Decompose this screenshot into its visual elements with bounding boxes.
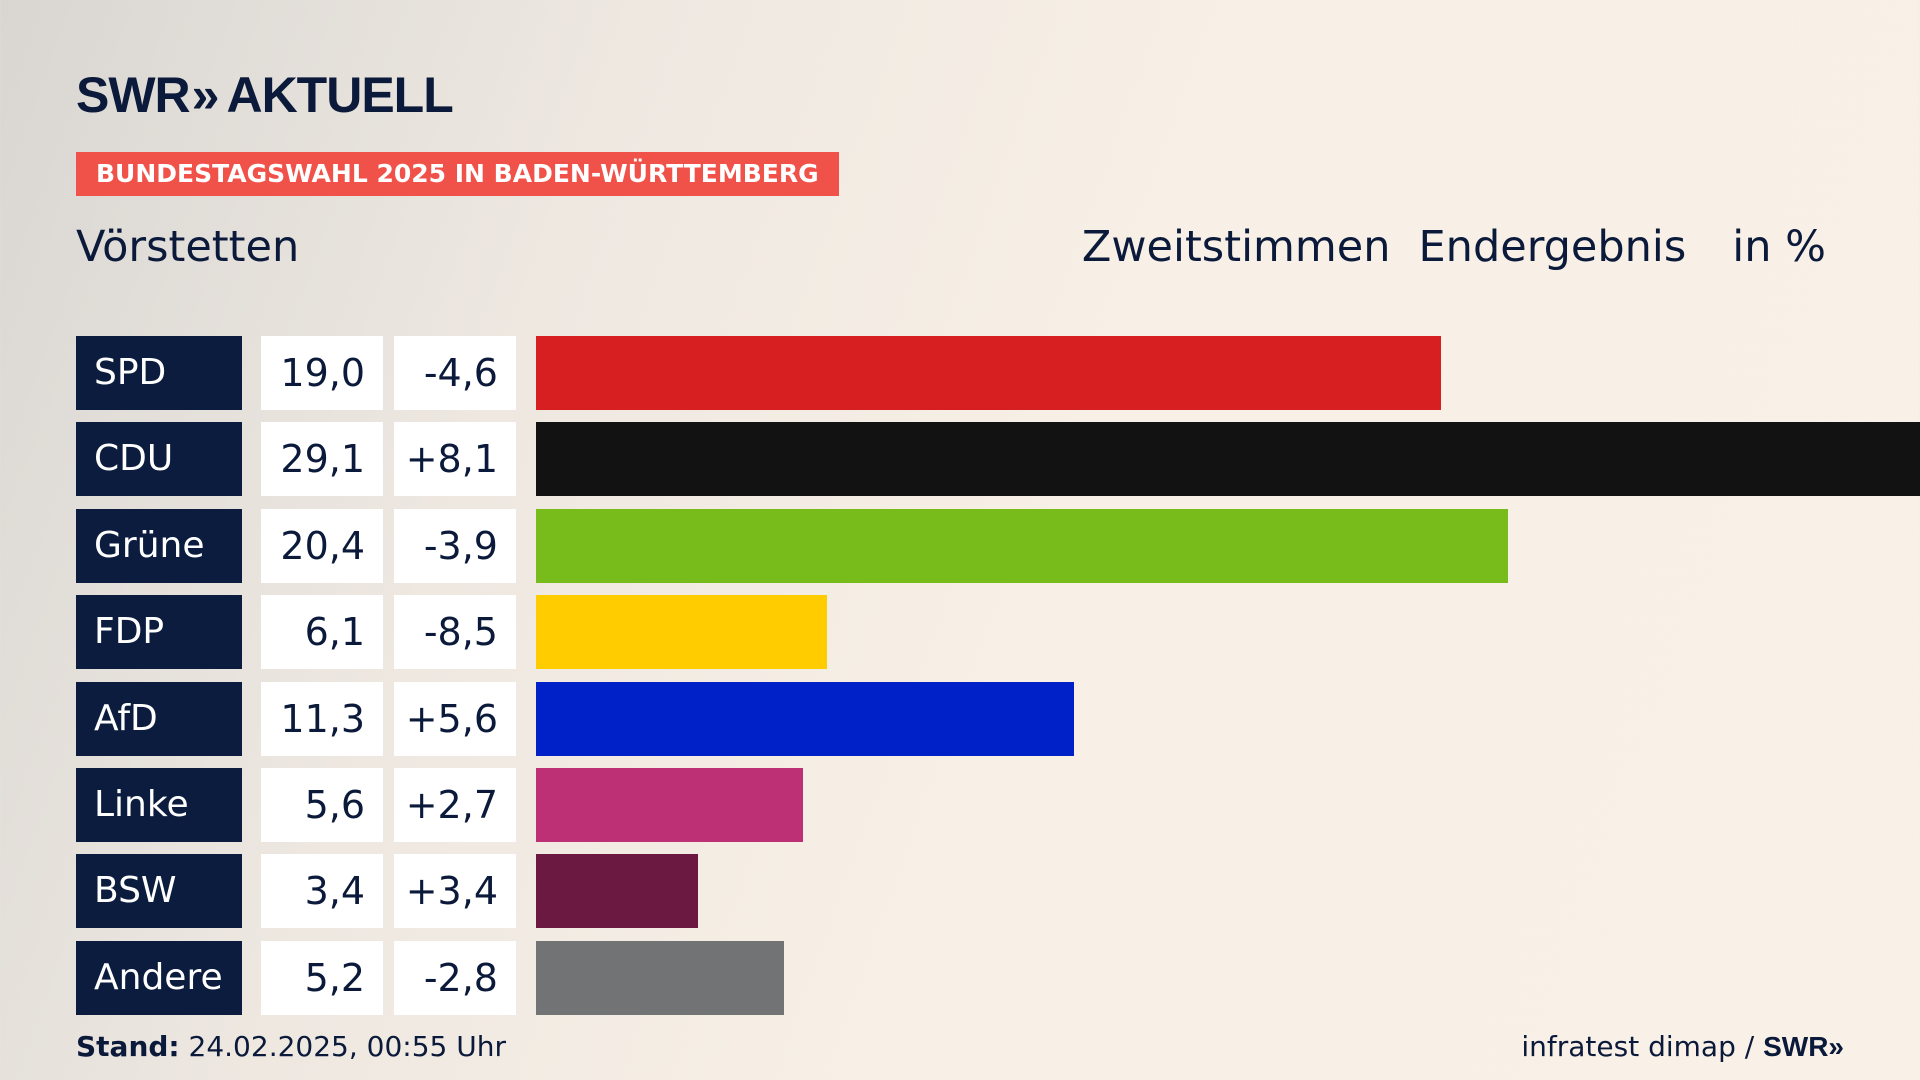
result-bar	[536, 336, 1441, 410]
result-status-label: Endergebnis	[1418, 222, 1687, 272]
result-bar	[536, 595, 827, 670]
stand-value: 24.02.2025, 00:55 Uhr	[188, 1030, 506, 1063]
timestamp: Stand: 24.02.2025, 00:55 Uhr	[76, 1030, 506, 1063]
vote-change-value: +3,4	[394, 854, 516, 929]
result-bar	[536, 681, 1075, 756]
vote-change-value: -2,8	[394, 940, 516, 1015]
vote-type-label: Zweitstimmen	[1081, 222, 1391, 272]
vote-change-value: +8,1	[394, 422, 516, 497]
vote-share-value: 5,6	[261, 768, 383, 842]
vote-change-value: -3,9	[394, 508, 516, 583]
brand-name: SWR	[76, 67, 191, 123]
result-bar	[536, 768, 803, 842]
party-label: AfD	[76, 681, 242, 756]
location-title: Vörstetten	[76, 222, 300, 272]
party-label: CDU	[76, 422, 242, 497]
election-banner: BUNDESTAGSWAHL 2025 IN BADEN-WÜRTTEMBERG	[76, 152, 839, 196]
vote-share-value: 29,1	[261, 422, 383, 497]
party-label: Linke	[76, 768, 242, 842]
result-bar	[536, 854, 698, 929]
result-bar	[536, 940, 784, 1015]
brand-product: AKTUELL	[226, 67, 453, 123]
party-label: FDP	[76, 595, 242, 670]
vote-change-value: -8,5	[394, 595, 516, 670]
vote-share-value: 19,0	[261, 336, 383, 410]
brand-chevrons-icon: »	[191, 67, 220, 123]
vote-share-value: 5,2	[261, 940, 383, 1015]
vote-change-value: +5,6	[394, 681, 516, 756]
party-label: Grüne	[76, 508, 242, 583]
swr-small-logo: SWR»	[1763, 1031, 1844, 1062]
party-label: SPD	[76, 336, 242, 410]
vote-share-value: 3,4	[261, 854, 383, 929]
source-text: infratest dimap /	[1521, 1030, 1755, 1063]
vote-share-value: 6,1	[261, 595, 383, 670]
unit-label: in %	[1732, 222, 1826, 272]
vote-share-value: 11,3	[261, 681, 383, 756]
vote-share-value: 20,4	[261, 508, 383, 583]
result-bar	[536, 422, 1920, 497]
party-label: Andere	[76, 940, 242, 1015]
stand-label: Stand:	[76, 1030, 180, 1063]
source-credit: infratest dimap / SWR»	[1521, 1030, 1844, 1063]
chart-header: Zweitstimmen Endergebnis in %	[1054, 222, 1826, 272]
vote-change-value: +2,7	[394, 768, 516, 842]
party-label: BSW	[76, 854, 242, 929]
swr-aktuell-logo: SWR» AKTUELL	[76, 66, 454, 124]
vote-change-value: -4,6	[394, 336, 516, 410]
result-bar	[536, 508, 1508, 583]
